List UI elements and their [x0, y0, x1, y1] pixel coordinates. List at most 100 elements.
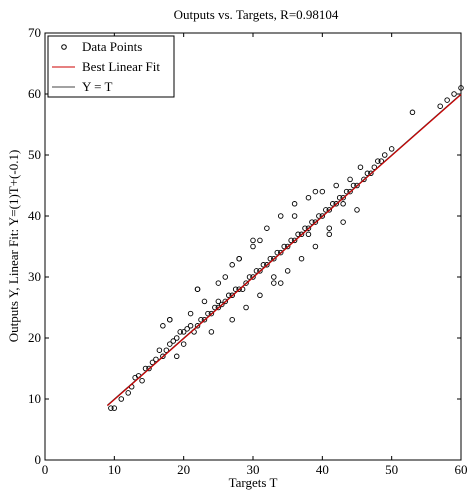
y-tick-label: 60 [28, 86, 41, 101]
data-point [212, 304, 218, 311]
data-point [291, 237, 298, 244]
y-tick-label: 0 [35, 452, 42, 467]
data-point [295, 231, 301, 238]
data-point [222, 274, 229, 280]
legend-label-y-equals-t: Y = T [82, 79, 113, 94]
data-point [222, 298, 229, 305]
data-point [205, 310, 211, 317]
data-point [243, 280, 249, 286]
data-point [340, 201, 346, 207]
x-tick-label: 10 [108, 462, 121, 477]
data-point [215, 304, 222, 311]
data-point [371, 164, 378, 170]
data-point [271, 280, 277, 286]
data-point [267, 255, 274, 262]
data-point [219, 301, 225, 308]
data-point [309, 219, 315, 225]
data-point [281, 243, 287, 250]
data-point [236, 255, 242, 262]
data-point [250, 243, 256, 250]
data-point [118, 396, 125, 402]
data-point [291, 213, 298, 219]
data-point [361, 176, 367, 183]
data-points [108, 85, 464, 411]
data-point [201, 298, 208, 305]
data-point [319, 188, 326, 195]
data-point [271, 274, 277, 280]
x-tick-label: 30 [247, 462, 260, 477]
data-point [354, 207, 360, 213]
best-fit-line [107, 94, 462, 407]
data-point [260, 262, 267, 268]
data-point [225, 292, 232, 299]
data-point [323, 207, 329, 213]
data-point [146, 365, 152, 372]
data-point [444, 97, 450, 103]
data-point [326, 225, 333, 231]
data-point [347, 176, 353, 183]
y-tick-label: 50 [28, 147, 41, 162]
legend-label-best-linear-fit: Best Linear Fit [82, 59, 160, 74]
data-point [246, 274, 253, 280]
data-point [111, 405, 118, 411]
data-point [329, 201, 336, 207]
data-point [160, 353, 166, 360]
data-point [142, 365, 149, 372]
data-point [194, 323, 201, 329]
x-tick-label: 50 [385, 462, 398, 477]
data-point [302, 225, 308, 231]
data-point [305, 194, 312, 201]
x-tick-label: 60 [455, 462, 468, 477]
data-point [257, 292, 263, 299]
data-point [288, 237, 294, 244]
data-point [232, 286, 239, 292]
legend-label-data-points: Data Points [82, 39, 142, 54]
data-point [291, 201, 298, 207]
data-point [187, 310, 194, 317]
x-tick-label: 40 [316, 462, 329, 477]
data-point [167, 341, 173, 347]
data-point [316, 213, 322, 219]
data-point [378, 158, 385, 164]
data-point [198, 316, 204, 323]
axes-ticks: 0 10 20 30 40 50 60 0 10 20 30 40 50 60 70 [28, 25, 468, 477]
data-point [381, 152, 388, 158]
data-point [312, 188, 319, 195]
data-point [187, 323, 194, 329]
data-point [229, 292, 235, 299]
y-tick-label: 30 [28, 269, 41, 284]
data-point [177, 329, 183, 335]
data-point [357, 164, 364, 170]
data-point [274, 249, 281, 256]
fit-lines [107, 93, 462, 407]
data-point [170, 338, 177, 344]
data-point [277, 249, 284, 256]
chart-title: Outputs vs. Targets, R=0.98104 [174, 7, 339, 22]
data-point [156, 347, 163, 353]
data-point [184, 326, 190, 332]
data-point [437, 103, 443, 109]
data-point [180, 329, 187, 335]
data-point [350, 182, 357, 189]
data-point [167, 316, 173, 323]
data-point [340, 219, 346, 225]
data-point [277, 280, 284, 286]
data-point [257, 268, 263, 274]
data-point [354, 182, 360, 189]
data-point [160, 323, 166, 329]
data-point [388, 146, 395, 152]
data-point [180, 341, 187, 347]
data-point [277, 213, 284, 219]
data-point [208, 329, 215, 335]
x-axis-label: Targets T [229, 475, 278, 490]
data-point [458, 85, 464, 91]
data-point [125, 390, 131, 396]
x-tick-label: 20 [177, 462, 190, 477]
data-point [451, 91, 457, 97]
data-point [340, 194, 346, 201]
legend: Data Points Best Linear Fit Y = T [47, 35, 175, 98]
data-point [236, 286, 242, 292]
plot-area [44, 32, 462, 461]
